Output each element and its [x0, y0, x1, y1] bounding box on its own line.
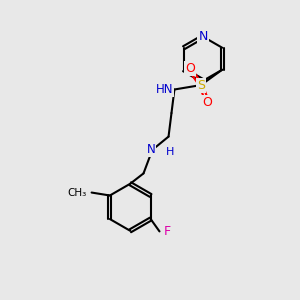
Text: N: N — [146, 143, 155, 156]
Text: N: N — [198, 30, 208, 43]
Text: CH₃: CH₃ — [67, 188, 86, 197]
Text: H: H — [166, 147, 174, 157]
Text: F: F — [164, 225, 171, 238]
Text: HN: HN — [155, 83, 173, 96]
Text: O: O — [202, 96, 212, 109]
Text: O: O — [185, 62, 195, 75]
Text: S: S — [197, 79, 205, 92]
